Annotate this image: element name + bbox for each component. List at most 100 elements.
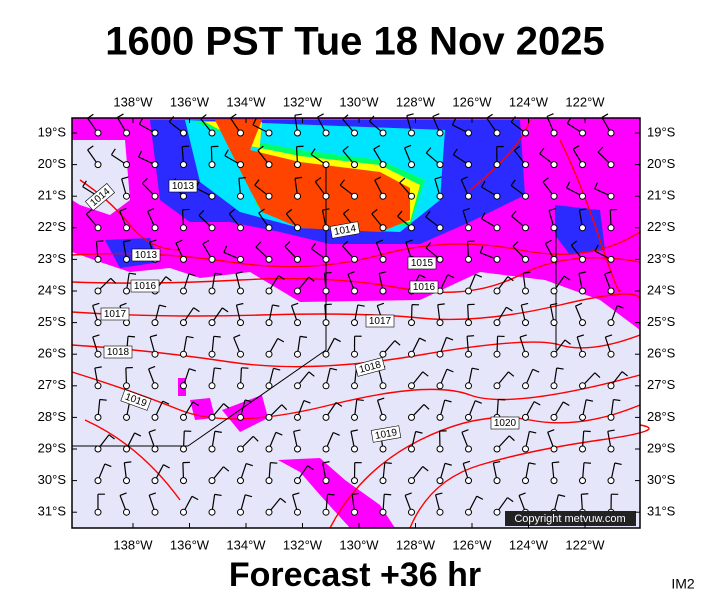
station — [523, 193, 529, 199]
station — [323, 351, 329, 357]
station — [352, 320, 358, 326]
station — [380, 193, 386, 199]
station — [352, 414, 358, 420]
station — [608, 320, 614, 326]
station — [409, 225, 415, 231]
station — [124, 414, 130, 420]
station — [266, 320, 272, 326]
barb-flag — [385, 463, 392, 464]
barb-flag — [328, 494, 335, 495]
station — [323, 162, 329, 168]
longitude-label: 124°W — [509, 537, 549, 552]
station — [295, 414, 301, 420]
isobar-label-text: 1013 — [135, 250, 158, 261]
station — [266, 162, 272, 168]
station — [523, 320, 529, 326]
barb-flag — [100, 399, 107, 400]
isobar-label: 1015 — [408, 257, 436, 269]
station — [238, 130, 244, 136]
latitude-label: 27°S — [647, 377, 676, 392]
isobar-label-text: 1016 — [134, 281, 157, 292]
station — [380, 162, 386, 168]
station — [409, 446, 415, 452]
station — [209, 446, 215, 452]
longitude-label: 122°W — [565, 537, 605, 552]
barb-flag — [96, 241, 103, 242]
station — [580, 478, 586, 484]
latitude-label: 24°S — [38, 282, 67, 297]
station — [209, 509, 215, 515]
station — [466, 162, 472, 168]
corner-label: IM2 — [671, 576, 695, 592]
station — [238, 225, 244, 231]
station — [580, 288, 586, 294]
station — [608, 130, 614, 136]
station — [152, 351, 158, 357]
station — [238, 162, 244, 168]
longitude-label: 130°W — [339, 537, 379, 552]
station — [437, 162, 443, 168]
station — [466, 193, 472, 199]
station — [608, 256, 614, 262]
station — [380, 509, 386, 515]
latitude-label: 23°S — [38, 251, 67, 266]
latitude-label: 30°S — [38, 472, 67, 487]
latitude-label: 27°S — [38, 377, 67, 392]
station — [295, 320, 301, 326]
station — [323, 509, 329, 515]
station — [580, 193, 586, 199]
station — [551, 320, 557, 326]
station — [409, 130, 415, 136]
station — [238, 478, 244, 484]
station — [494, 478, 500, 484]
station — [323, 130, 329, 136]
latitude-label: 28°S — [647, 409, 676, 424]
station — [437, 383, 443, 389]
station — [494, 288, 500, 294]
longitude-label: 136°W — [170, 537, 210, 552]
station — [608, 351, 614, 357]
station — [466, 225, 472, 231]
station — [523, 383, 529, 389]
station — [323, 288, 329, 294]
station — [551, 288, 557, 294]
station — [181, 288, 187, 294]
station — [580, 256, 586, 262]
station — [608, 446, 614, 452]
station — [551, 446, 557, 452]
station — [551, 193, 557, 199]
latitude-label: 31°S — [647, 504, 676, 519]
station — [580, 320, 586, 326]
station — [494, 130, 500, 136]
station — [380, 414, 386, 420]
station — [124, 162, 130, 168]
station — [380, 351, 386, 357]
isobar-label-text: 1018 — [107, 347, 130, 358]
station — [238, 509, 244, 515]
station — [466, 320, 472, 326]
station — [551, 414, 557, 420]
barb-flag — [467, 336, 474, 337]
station — [352, 351, 358, 357]
station — [209, 130, 215, 136]
station — [181, 414, 187, 420]
station — [466, 414, 472, 420]
station — [95, 383, 101, 389]
latitude-label: 28°S — [38, 409, 67, 424]
station — [323, 446, 329, 452]
barb-flag — [239, 178, 246, 179]
latitude-label: 20°S — [38, 156, 67, 171]
station — [209, 256, 215, 262]
station — [352, 256, 358, 262]
station — [266, 193, 272, 199]
barb-flag — [552, 462, 559, 463]
station — [352, 446, 358, 452]
station — [124, 383, 130, 389]
station — [608, 288, 614, 294]
station — [523, 351, 529, 357]
station — [523, 225, 529, 231]
station — [295, 383, 301, 389]
station — [409, 162, 415, 168]
station — [409, 383, 415, 389]
